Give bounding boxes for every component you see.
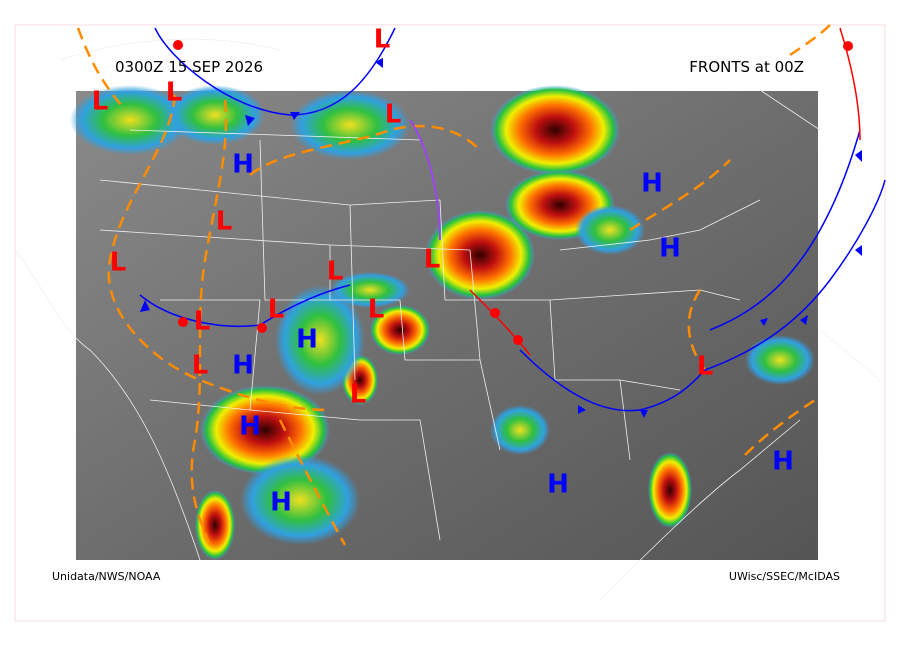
front-pip xyxy=(760,318,768,326)
trough xyxy=(190,99,228,546)
trough xyxy=(789,24,831,57)
front-pip xyxy=(375,58,383,68)
state-lines xyxy=(99,129,761,541)
high-center: H xyxy=(547,470,569,500)
high-center: H xyxy=(232,351,254,381)
low-center: L xyxy=(374,25,391,55)
occluded-front xyxy=(409,119,441,241)
front-pip xyxy=(178,317,188,327)
trough xyxy=(249,124,481,176)
low-center: L xyxy=(92,87,109,117)
front-pip xyxy=(855,245,862,256)
cold-front xyxy=(709,129,861,331)
high-center: H xyxy=(270,488,292,518)
cloud-band xyxy=(290,90,410,160)
cloud-band xyxy=(240,455,360,545)
map-frame xyxy=(14,24,886,622)
low-center: L xyxy=(697,352,714,382)
storm-cell xyxy=(648,452,692,528)
high-center: H xyxy=(659,234,681,264)
cold-front-pips xyxy=(140,58,862,418)
front-pip xyxy=(257,323,267,333)
low-center: L xyxy=(110,248,127,278)
fronts xyxy=(76,24,886,546)
cloud-band xyxy=(70,85,190,155)
trough xyxy=(107,94,331,412)
low-center: L xyxy=(424,245,441,275)
warm-front xyxy=(839,27,861,141)
fronts-label: FRONTS at 00Z xyxy=(689,58,804,76)
low-center: L xyxy=(166,78,183,108)
low-center: L xyxy=(192,351,209,381)
cloud-band xyxy=(165,85,265,145)
high-center: H xyxy=(232,150,254,180)
front-pip xyxy=(140,300,150,312)
front-pip xyxy=(513,335,523,345)
cold-front xyxy=(154,27,396,116)
front-pip xyxy=(173,40,183,50)
front-pip xyxy=(578,405,586,414)
storm-cell xyxy=(490,85,620,175)
high-center: H xyxy=(641,169,663,199)
storm-cell xyxy=(370,305,430,355)
low-center: L xyxy=(385,100,402,130)
trough xyxy=(629,159,731,232)
high-center: H xyxy=(239,412,261,442)
cold-front xyxy=(519,179,886,412)
trough xyxy=(76,27,126,111)
front-pip xyxy=(800,315,808,325)
high-center: H xyxy=(296,325,318,355)
satellite-background xyxy=(76,91,818,560)
trough xyxy=(687,289,707,371)
front-pip xyxy=(855,150,862,162)
cloud-band xyxy=(745,335,815,385)
cloud-band xyxy=(330,272,410,308)
left-credit: Unidata/NWS/NOAA xyxy=(52,570,161,583)
storm-cell xyxy=(195,490,235,560)
low-center: L xyxy=(194,307,211,337)
front-pip xyxy=(490,308,500,318)
valid-time: 0300Z 15 SEP 2026 xyxy=(115,58,263,76)
storm-cell xyxy=(425,210,535,300)
trough xyxy=(744,398,816,456)
low-center: L xyxy=(350,380,367,410)
cloud-band xyxy=(490,405,550,455)
front-pip xyxy=(245,115,255,126)
front-pip xyxy=(640,410,648,418)
low-center: L xyxy=(268,295,285,325)
front-pip xyxy=(290,112,300,120)
warm-front-pips xyxy=(173,40,853,345)
coastlines xyxy=(14,38,881,601)
borders xyxy=(14,38,881,601)
low-center: L xyxy=(368,295,385,325)
satellite-image xyxy=(70,85,818,560)
warm-front xyxy=(469,289,531,356)
trough xyxy=(278,419,347,546)
low-center: L xyxy=(327,257,344,287)
right-credit: UWisc/SSEC/McIDAS xyxy=(729,570,840,583)
cloud-band xyxy=(275,285,365,395)
high-center: H xyxy=(772,447,794,477)
low-center: L xyxy=(216,207,233,237)
front-pip xyxy=(843,41,853,51)
